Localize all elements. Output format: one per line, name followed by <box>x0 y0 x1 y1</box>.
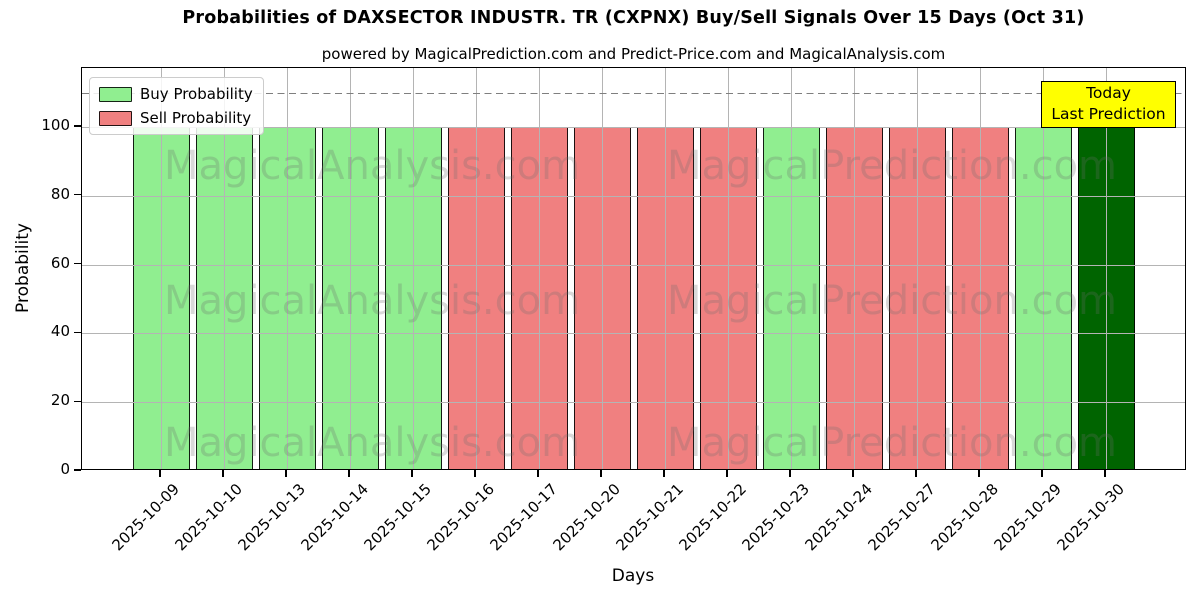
gridline-vertical <box>161 68 162 469</box>
x-axis-tick <box>600 470 602 477</box>
x-axis-tick <box>411 470 413 477</box>
x-axis-tick <box>222 470 224 477</box>
legend-item-label: Buy Probability <box>140 85 253 103</box>
x-axis-tick <box>348 470 350 477</box>
threshold-dashed-line <box>82 92 1185 95</box>
gridline-vertical <box>413 68 414 469</box>
x-axis-tick <box>789 470 791 477</box>
plot-area: Buy Probability Sell Probability Today La… <box>81 67 1186 470</box>
x-axis-tick <box>1104 470 1106 477</box>
y-axis-tick <box>74 331 81 334</box>
gridline-vertical <box>287 68 288 469</box>
x-axis-tick-label: 2025-10-20 <box>549 480 624 555</box>
annotation-line1: Today <box>1086 84 1131 102</box>
watermark-text: MagicalAnalysis.com <box>163 278 581 324</box>
legend-swatch-buy <box>99 86 132 102</box>
x-axis-tick-label: 2025-10-14 <box>297 480 372 555</box>
gridline-horizontal <box>82 402 1185 404</box>
x-axis-tick-label: 2025-10-23 <box>738 480 813 555</box>
y-axis-tick-label: 40 <box>50 322 70 341</box>
y-axis-tick <box>74 262 81 265</box>
watermark-text: MagicalPrediction.com <box>667 143 1117 189</box>
x-axis-tick <box>537 470 539 477</box>
x-axis-tick-label: 2025-10-29 <box>990 480 1065 555</box>
chart-title: Probabilities of DAXSECTOR INDUSTR. TR (… <box>182 8 1085 28</box>
x-axis-tick-label: 2025-10-15 <box>360 480 435 555</box>
y-axis-tick-label: 60 <box>50 253 70 272</box>
x-axis-tick-label: 2025-10-16 <box>423 480 498 555</box>
x-axis-tick-label: 2025-10-10 <box>171 480 246 555</box>
x-axis-tick <box>474 470 476 477</box>
x-axis-tick-label: 2025-10-21 <box>612 480 687 555</box>
gridline-horizontal <box>82 333 1185 335</box>
y-axis-tick <box>74 400 81 402</box>
y-axis-tick <box>74 125 81 127</box>
gridline-vertical <box>350 68 351 469</box>
y-axis-tick-label: 0 <box>60 460 70 478</box>
chart-subtitle: powered by MagicalPrediction.com and Pre… <box>321 45 946 63</box>
y-axis-tick <box>74 194 81 196</box>
watermark-text: MagicalAnalysis.com <box>163 420 581 466</box>
gridline-vertical <box>476 68 477 469</box>
gridline-vertical <box>1106 68 1107 469</box>
watermark-text: MagicalAnalysis.com <box>163 143 581 189</box>
gridline-vertical <box>854 68 855 469</box>
gridline-vertical <box>539 68 540 469</box>
x-axis-tick <box>726 470 728 477</box>
gridline-vertical <box>728 68 729 469</box>
x-axis-tick-label: 2025-10-24 <box>801 480 876 555</box>
x-axis-title: Days <box>611 566 655 586</box>
legend-item-label: Sell Probability <box>140 109 252 127</box>
gridline-vertical <box>791 68 792 469</box>
x-axis-tick-label: 2025-10-30 <box>1053 480 1128 555</box>
x-axis-tick <box>978 470 980 477</box>
legend-swatch-sell <box>99 110 132 126</box>
gridline-vertical <box>980 68 981 469</box>
annotation-line2: Last Prediction <box>1051 105 1166 123</box>
x-axis-tick-label: 2025-10-22 <box>675 480 750 555</box>
gridline-vertical <box>1043 68 1044 469</box>
x-axis-tick-label: 2025-10-09 <box>108 480 183 555</box>
gridline-horizontal <box>82 264 1185 266</box>
gridline-vertical <box>665 68 666 469</box>
legend: Buy Probability Sell Probability <box>89 77 264 135</box>
gridline-horizontal <box>82 195 1185 197</box>
gridline-vertical <box>602 68 603 469</box>
x-axis-tick <box>159 470 161 477</box>
y-axis-tick-label: 100 <box>41 116 70 134</box>
x-axis-tick <box>663 470 665 477</box>
x-axis-tick <box>915 470 917 477</box>
watermark-text: MagicalPrediction.com <box>667 278 1117 324</box>
gridline-vertical <box>224 68 225 469</box>
y-axis-tick-label: 20 <box>50 391 70 410</box>
legend-item: Sell Probability <box>99 109 253 127</box>
x-axis-tick-label: 2025-10-13 <box>234 480 309 555</box>
x-axis-tick-label: 2025-10-17 <box>486 480 561 555</box>
x-axis-tick-label: 2025-10-27 <box>864 480 939 555</box>
x-axis-tick <box>285 470 287 477</box>
x-axis-tick-label: 2025-10-28 <box>927 480 1002 555</box>
legend-item: Buy Probability <box>99 85 253 103</box>
y-axis-tick <box>74 469 81 471</box>
x-axis-tick <box>852 470 854 477</box>
y-axis-tick-label: 80 <box>50 184 70 203</box>
gridline-vertical <box>917 68 918 469</box>
today-annotation: Today Last Prediction <box>1041 81 1176 128</box>
watermark-text: MagicalPrediction.com <box>667 420 1117 466</box>
gridline-horizontal <box>82 127 1185 128</box>
x-axis-tick <box>1041 470 1043 477</box>
